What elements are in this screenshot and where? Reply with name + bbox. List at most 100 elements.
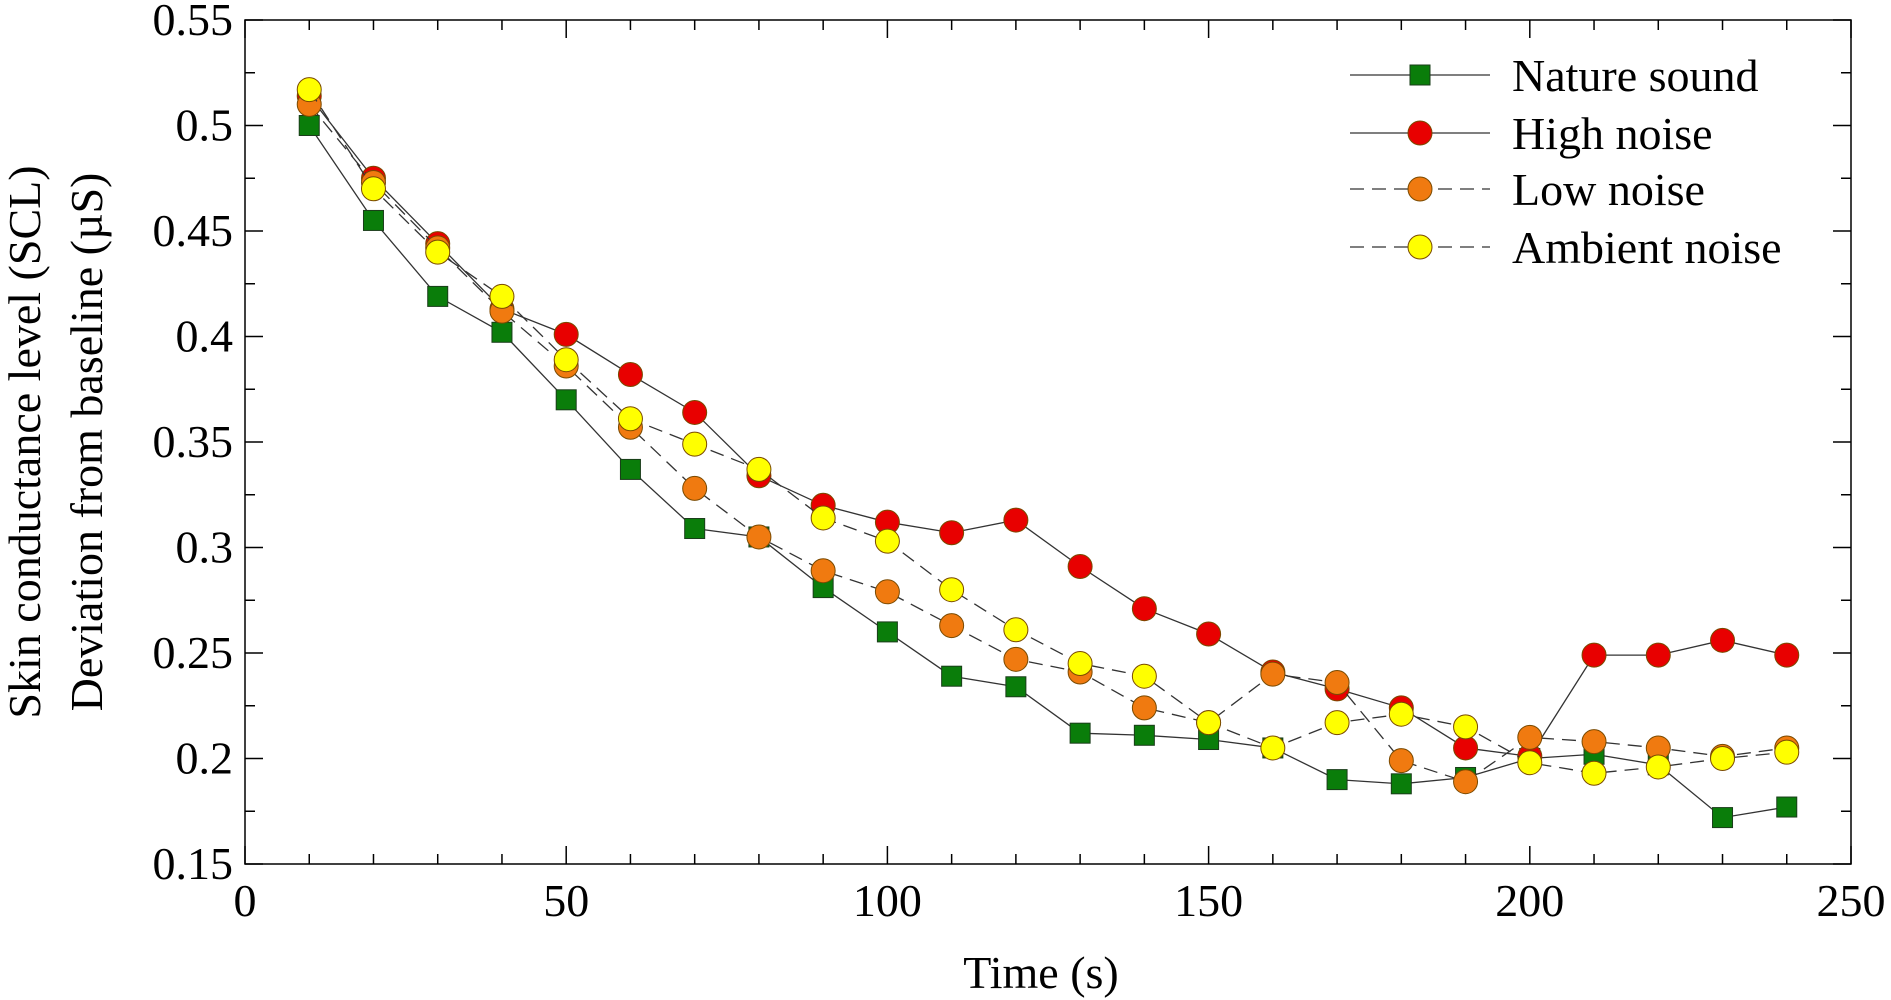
- x-tick-label: 50: [543, 875, 589, 926]
- data-point-low-noise: [682, 475, 708, 501]
- data-point-nature-sound: [555, 389, 577, 411]
- x-tick-label: 200: [1495, 875, 1564, 926]
- data-point-nature-sound: [684, 518, 706, 540]
- data-point-low-noise: [1453, 769, 1479, 795]
- data-point-high-noise: [1196, 621, 1222, 647]
- x-axis-title: Time (s): [963, 947, 1119, 998]
- y-axis-title-line2: Deviation from baseline (µS): [61, 173, 112, 712]
- data-point-high-noise: [1581, 642, 1607, 668]
- y-tick-label: 0.3: [176, 522, 234, 573]
- data-point-ambient-noise: [1517, 750, 1543, 776]
- data-point-ambient-noise: [489, 283, 515, 309]
- data-point-nature-sound: [298, 115, 320, 136]
- data-point-high-noise: [1710, 627, 1736, 653]
- data-point-ambient-noise: [1260, 735, 1286, 761]
- data-point-ambient-noise: [296, 77, 322, 103]
- legend-item-nature-sound: Nature sound: [1350, 50, 1759, 101]
- axis-ticks: [244, 19, 1852, 865]
- data-point-low-noise: [1324, 670, 1350, 696]
- data-point-high-noise: [1453, 735, 1479, 761]
- data-point-ambient-noise: [1645, 754, 1671, 780]
- legend-marker: [1407, 234, 1433, 260]
- y-tick-label: 0.4: [176, 311, 234, 362]
- data-point-high-noise: [682, 399, 708, 425]
- legend-label: Nature sound: [1512, 50, 1759, 101]
- data-point-ambient-noise: [1453, 714, 1479, 740]
- data-point-nature-sound: [619, 458, 641, 480]
- data-point-low-noise: [1260, 661, 1286, 687]
- series-nature-sound: [298, 115, 1798, 829]
- data-point-low-noise: [1003, 646, 1029, 672]
- data-point-nature-sound: [491, 321, 513, 343]
- data-point-nature-sound: [1776, 796, 1798, 818]
- legend-label: High noise: [1512, 108, 1713, 159]
- data-point-nature-sound: [1390, 773, 1412, 795]
- data-point-low-noise: [874, 579, 900, 605]
- data-point-ambient-noise: [1581, 760, 1607, 786]
- data-point-ambient-noise: [1774, 739, 1800, 765]
- data-point-nature-sound: [876, 621, 898, 643]
- data-point-low-noise: [1131, 695, 1157, 721]
- x-tick-label: 100: [853, 875, 922, 926]
- data-point-ambient-noise: [425, 239, 451, 265]
- data-point-ambient-noise: [1067, 651, 1093, 677]
- data-point-high-noise: [1067, 553, 1093, 579]
- data-point-nature-sound: [362, 209, 384, 231]
- y-tick-label: 0.55: [153, 0, 234, 45]
- data-point-ambient-noise: [1388, 701, 1414, 727]
- y-tick-label: 0.5: [176, 100, 234, 151]
- y-axis-title-line1: Skin conductance level (SCL): [0, 165, 50, 718]
- x-tick-label: 250: [1817, 875, 1886, 926]
- axis-tick-labels: 0 50 100 150 200 250 0.15 0.2 0.25 0.3 0.35 0.4 0.45…: [153, 0, 1886, 926]
- data-point-nature-sound: [1326, 769, 1348, 791]
- data-point-ambient-noise: [1196, 710, 1222, 736]
- data-point-high-noise: [1774, 642, 1800, 668]
- series-ambient-noise: [296, 77, 1800, 786]
- data-point-low-noise: [939, 613, 965, 639]
- data-point-ambient-noise: [360, 176, 386, 202]
- data-point-high-noise: [1003, 507, 1029, 533]
- data-point-ambient-noise: [617, 406, 643, 432]
- legend-label: Low noise: [1512, 164, 1705, 215]
- data-point-ambient-noise: [939, 577, 965, 603]
- data-point-low-noise: [1581, 729, 1607, 755]
- data-point-ambient-noise: [682, 431, 708, 457]
- data-point-low-noise: [810, 558, 836, 584]
- data-point-high-noise: [939, 520, 965, 546]
- data-point-low-noise: [1517, 724, 1543, 750]
- data-series: [296, 77, 1800, 829]
- data-point-nature-sound: [1712, 807, 1734, 829]
- legend-marker: [1409, 64, 1431, 86]
- data-point-nature-sound: [427, 285, 449, 307]
- data-point-high-noise: [553, 321, 579, 347]
- data-point-ambient-noise: [1324, 710, 1350, 736]
- y-tick-label: 0.35: [153, 416, 234, 467]
- data-point-nature-sound: [941, 665, 963, 687]
- data-point-high-noise: [1645, 642, 1671, 668]
- data-point-high-noise: [1131, 596, 1157, 622]
- y-tick-label: 0.45: [153, 205, 234, 256]
- legend-item-low-noise: Low noise: [1350, 164, 1705, 215]
- data-point-ambient-noise: [746, 456, 772, 482]
- legend-marker: [1407, 120, 1433, 146]
- data-point-nature-sound: [1133, 724, 1155, 746]
- data-point-high-noise: [617, 361, 643, 387]
- data-point-ambient-noise: [874, 528, 900, 554]
- data-point-nature-sound: [1005, 676, 1027, 698]
- data-point-ambient-noise: [1710, 746, 1736, 771]
- x-tick-label: 150: [1174, 875, 1243, 926]
- data-point-ambient-noise: [810, 505, 836, 531]
- data-point-nature-sound: [1069, 722, 1091, 744]
- y-tick-label: 0.25: [153, 627, 234, 678]
- legend-item-high-noise: High noise: [1350, 108, 1713, 159]
- data-point-ambient-noise: [1003, 617, 1029, 643]
- y-tick-label: 0.2: [176, 733, 234, 784]
- legend-marker: [1407, 176, 1433, 202]
- data-point-ambient-noise: [553, 347, 579, 373]
- data-point-ambient-noise: [1131, 663, 1157, 689]
- legend-item-ambient-noise: Ambient noise: [1350, 222, 1782, 273]
- x-tick-label: 0: [234, 875, 257, 926]
